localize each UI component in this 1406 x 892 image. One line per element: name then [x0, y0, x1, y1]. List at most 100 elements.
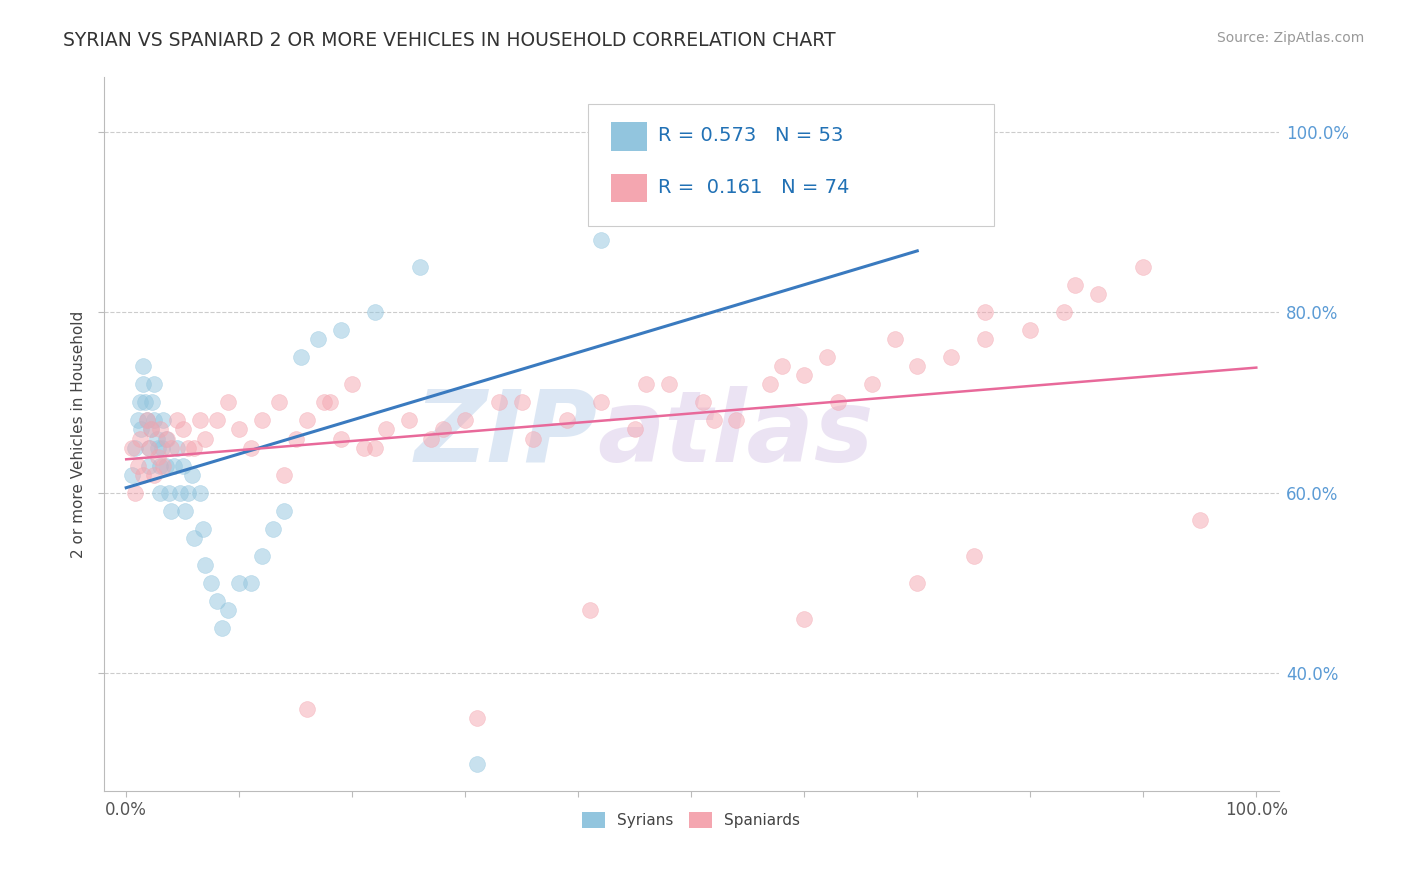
Point — [121, 467, 143, 482]
Point — [163, 458, 186, 473]
Point — [364, 441, 387, 455]
Point — [174, 504, 197, 518]
Point — [589, 233, 612, 247]
Point — [905, 576, 928, 591]
Point — [770, 359, 793, 374]
Point — [522, 432, 544, 446]
Point — [465, 711, 488, 725]
Point — [132, 467, 155, 482]
Text: R = 0.573   N = 53: R = 0.573 N = 53 — [658, 127, 844, 145]
Point — [815, 351, 838, 365]
Point — [465, 756, 488, 771]
Point — [658, 377, 681, 392]
Point — [454, 413, 477, 427]
Point — [194, 432, 217, 446]
Point — [160, 504, 183, 518]
Point — [692, 395, 714, 409]
Point — [150, 441, 173, 455]
Point — [139, 423, 162, 437]
Point — [827, 395, 849, 409]
Point — [420, 432, 443, 446]
Point — [145, 432, 167, 446]
Point — [127, 458, 149, 473]
Point — [139, 423, 162, 437]
Bar — [612, 122, 647, 151]
Point — [239, 441, 262, 455]
Point — [124, 485, 146, 500]
Text: Source: ZipAtlas.com: Source: ZipAtlas.com — [1216, 31, 1364, 45]
Point — [623, 423, 645, 437]
Point — [329, 323, 352, 337]
Point — [172, 423, 194, 437]
Point — [138, 441, 160, 455]
Point — [132, 377, 155, 392]
Point — [307, 332, 329, 346]
Point — [169, 485, 191, 500]
Point — [250, 413, 273, 427]
Point — [146, 441, 169, 455]
Point — [793, 368, 815, 383]
Point — [284, 432, 307, 446]
Point — [250, 549, 273, 563]
Y-axis label: 2 or more Vehicles in Household: 2 or more Vehicles in Household — [72, 310, 86, 558]
Point — [132, 359, 155, 374]
Point — [759, 377, 782, 392]
Point — [134, 395, 156, 409]
Point — [295, 702, 318, 716]
Point — [194, 558, 217, 572]
Point — [555, 413, 578, 427]
Point — [375, 423, 398, 437]
Point — [883, 332, 905, 346]
Point — [1132, 260, 1154, 274]
Point — [353, 441, 375, 455]
Point — [149, 423, 172, 437]
Point — [228, 423, 250, 437]
Point — [510, 395, 533, 409]
Point — [318, 395, 340, 409]
Point — [217, 603, 239, 617]
Point — [135, 413, 157, 427]
Point — [725, 413, 748, 427]
Point — [409, 260, 432, 274]
Point — [205, 413, 228, 427]
Point — [963, 549, 986, 563]
Point — [152, 413, 174, 427]
Point — [141, 395, 163, 409]
Point — [273, 467, 295, 482]
Point — [188, 485, 211, 500]
Point — [239, 576, 262, 591]
Point — [793, 612, 815, 626]
Point — [156, 432, 179, 446]
Point — [262, 522, 284, 536]
Text: ZIP: ZIP — [415, 385, 598, 483]
Point — [152, 458, 174, 473]
Point — [432, 423, 454, 437]
Point — [138, 441, 160, 455]
Bar — [612, 174, 647, 202]
Point — [211, 621, 233, 635]
Point — [860, 134, 883, 148]
Text: atlas: atlas — [598, 385, 873, 483]
Point — [578, 603, 600, 617]
Point — [124, 441, 146, 455]
Point — [1188, 513, 1211, 527]
Point — [1064, 278, 1087, 293]
Text: SYRIAN VS SPANIARD 2 OR MORE VEHICLES IN HOUSEHOLD CORRELATION CHART: SYRIAN VS SPANIARD 2 OR MORE VEHICLES IN… — [63, 31, 837, 50]
Point — [166, 413, 188, 427]
Point — [939, 351, 962, 365]
Point — [149, 458, 172, 473]
Point — [138, 458, 160, 473]
Point — [589, 395, 612, 409]
Point — [703, 413, 725, 427]
Point — [183, 531, 205, 545]
Point — [488, 395, 510, 409]
Point — [157, 485, 180, 500]
Point — [166, 441, 188, 455]
Point — [905, 359, 928, 374]
Point — [143, 377, 166, 392]
Point — [143, 413, 166, 427]
Point — [329, 432, 352, 446]
Point — [127, 413, 149, 427]
Point — [273, 504, 295, 518]
Point — [860, 377, 883, 392]
